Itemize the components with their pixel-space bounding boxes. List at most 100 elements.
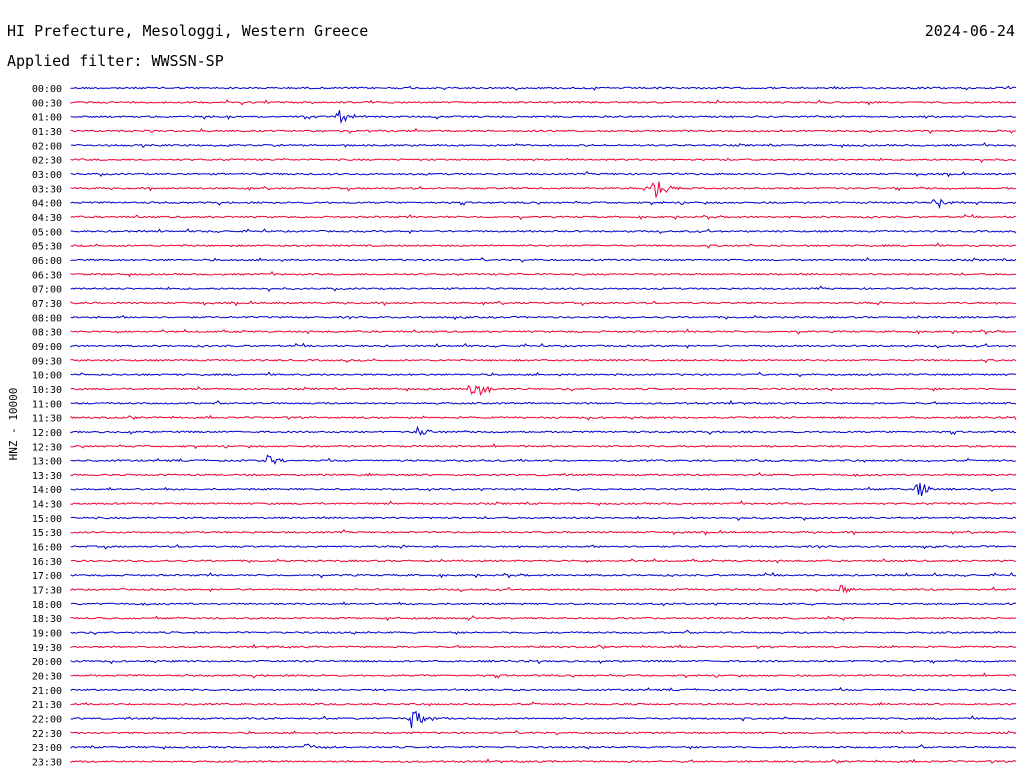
time-label: 16:00: [32, 543, 62, 554]
time-label: 21:30: [32, 700, 62, 711]
time-label: 16:30: [32, 557, 62, 568]
time-label: 02:00: [32, 141, 62, 152]
time-label: 19:00: [32, 629, 62, 640]
time-label: 10:00: [32, 371, 62, 382]
trace-line: [70, 300, 1017, 307]
time-label: 20:00: [32, 657, 62, 668]
time-label: 12:30: [32, 442, 62, 453]
trace-line: [70, 328, 1017, 335]
time-label: 10:30: [32, 385, 62, 396]
trace-line: [70, 170, 1017, 178]
time-label: 19:30: [32, 643, 62, 654]
time-label: 00:30: [32, 98, 62, 109]
time-label: 15:00: [32, 514, 62, 525]
trace-line: [70, 99, 1017, 106]
trace-rows: 00:00 00:30 01:00 01:30 02:00 02:30 03:00 03:30…: [32, 84, 1017, 769]
trace-line: [70, 743, 1016, 750]
time-label: 03:00: [32, 170, 62, 181]
trace-line: [70, 181, 1017, 198]
time-label: 12:00: [32, 428, 62, 439]
trace-line: [70, 615, 1017, 622]
time-label: 11:30: [32, 414, 62, 425]
time-label: 21:00: [32, 686, 62, 697]
trace-line: [70, 529, 1017, 536]
time-label: 02:30: [32, 156, 62, 167]
time-label: 05:00: [32, 227, 62, 238]
trace-line: [70, 443, 1017, 450]
time-label: 01:00: [32, 113, 62, 124]
trace-line: [70, 515, 1017, 522]
trace-line: [70, 371, 1017, 378]
trace-line: [70, 482, 1017, 497]
time-label: 04:00: [32, 199, 62, 210]
y-axis-label: HNZ - 10000: [7, 388, 20, 461]
time-label: 18:00: [32, 600, 62, 611]
trace-line: [70, 729, 1017, 736]
trace-line: [70, 285, 1017, 292]
time-label: 08:00: [32, 313, 62, 324]
trace-line: [70, 758, 1017, 764]
time-label: 09:30: [32, 356, 62, 367]
trace-line: [70, 157, 1017, 163]
time-label: 14:00: [32, 485, 62, 496]
trace-line: [70, 399, 1017, 406]
trace-line: [70, 110, 1017, 125]
time-label: 06:30: [32, 270, 62, 281]
trace-line: [70, 500, 1017, 507]
trace-line: [70, 142, 1016, 149]
trace-line: [70, 643, 1017, 650]
trace-line: [70, 471, 1017, 478]
time-label: 07:30: [32, 299, 62, 310]
trace-line: [70, 314, 1017, 321]
trace-line: [70, 659, 1017, 665]
trace-line: [70, 584, 1017, 594]
trace-line: [70, 127, 1017, 134]
time-label: 03:30: [32, 184, 62, 195]
time-label: 22:00: [32, 715, 62, 726]
time-label: 06:00: [32, 256, 62, 267]
trace-line: [70, 213, 1017, 221]
date-label: 2024-06-24: [925, 22, 1015, 40]
trace-line: [70, 571, 1016, 579]
time-label: 07:00: [32, 285, 62, 296]
trace-line: [70, 710, 1017, 729]
time-label: 04:30: [32, 213, 62, 224]
trace-line: [70, 257, 1017, 263]
trace-line: [70, 544, 1017, 550]
time-label: 18:30: [32, 614, 62, 625]
trace-line: [70, 672, 1017, 679]
time-label: 20:30: [32, 672, 62, 683]
station-title: HI Prefecture, Mesologgi, Western Greece: [7, 22, 368, 40]
trace-line: [70, 85, 1017, 91]
time-label: 13:00: [32, 457, 62, 468]
trace-line: [70, 558, 1017, 564]
time-label: 13:30: [32, 471, 62, 482]
trace-line: [70, 270, 1016, 278]
trace-line: [70, 384, 1017, 396]
time-label: 01:30: [32, 127, 62, 138]
time-label: 09:00: [32, 342, 62, 353]
trace-line: [70, 686, 1016, 692]
time-label: 11:00: [32, 399, 62, 410]
time-label: 15:30: [32, 528, 62, 539]
time-label: 17:30: [32, 586, 62, 597]
time-label: 22:30: [32, 729, 62, 740]
time-label: 05:30: [32, 242, 62, 253]
trace-line: [70, 414, 1017, 421]
time-label: 23:30: [32, 758, 62, 769]
trace-line: [70, 242, 1017, 249]
time-label: 08:30: [32, 328, 62, 339]
trace-line: [70, 228, 1017, 235]
time-label: 17:00: [32, 571, 62, 582]
trace-line: [70, 342, 1017, 349]
trace-line: [70, 425, 1017, 437]
trace-line: [70, 701, 1017, 707]
trace-line: [70, 601, 1017, 607]
trace-line: [70, 358, 1017, 364]
trace-line: [70, 629, 1017, 636]
filter-label: Applied filter: WWSSN-SP: [7, 52, 224, 70]
trace-line: [70, 198, 1017, 210]
time-label: 14:30: [32, 500, 62, 511]
time-label: 23:00: [32, 743, 62, 754]
